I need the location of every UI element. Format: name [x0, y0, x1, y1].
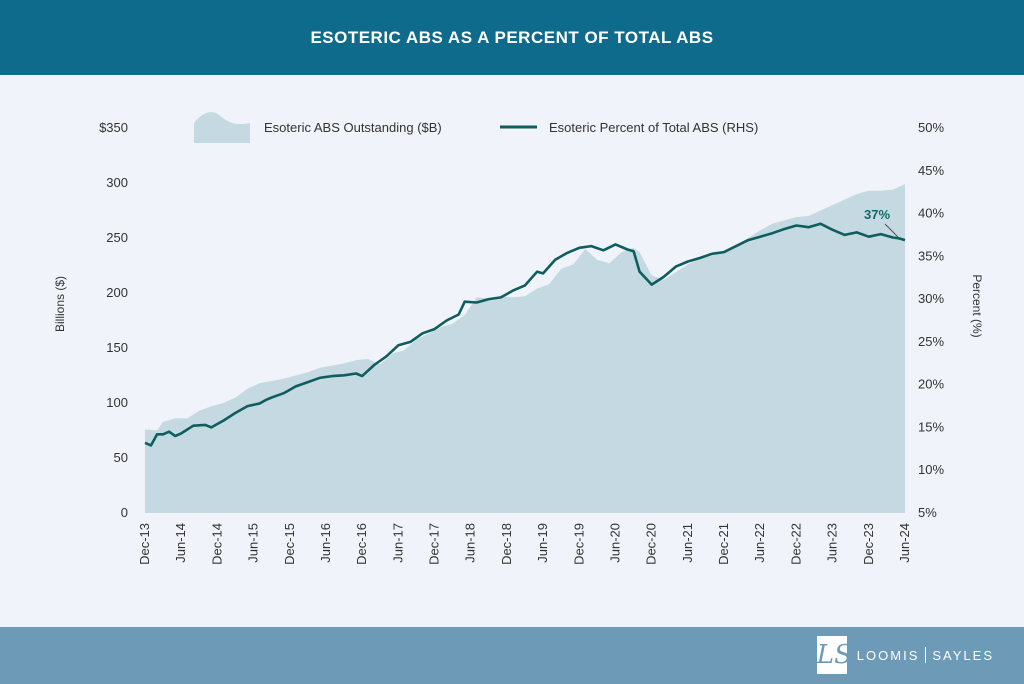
- y-tick-label: 250: [106, 230, 128, 245]
- y2-tick-label: 45%: [918, 163, 944, 178]
- footer: LS LOOMIS SAYLES: [0, 627, 1024, 684]
- legend-line-label: Esoteric Percent of Total ABS (RHS): [549, 120, 758, 135]
- x-tick-label: Jun-14: [173, 523, 188, 563]
- x-tick-label: Dec-21: [716, 523, 731, 565]
- y-tick-label: $350: [99, 120, 128, 135]
- line-series-esoteric-percent: [144, 222, 906, 447]
- x-tick-label: Dec-17: [427, 523, 442, 565]
- x-tick-label: Dec-18: [499, 523, 514, 565]
- y2-tick-label: 50%: [918, 120, 944, 135]
- x-tick-label: Jun-19: [535, 523, 550, 563]
- y2-tick-label: 25%: [918, 334, 944, 349]
- x-tick-label: Dec-20: [644, 523, 659, 565]
- y2-axis-title: Percent (%): [970, 274, 984, 337]
- y-tick-label: 0: [121, 505, 128, 520]
- y-tick-label: 50: [114, 450, 128, 465]
- x-tick-label: Jun-22: [752, 523, 767, 563]
- y-tick-label: 100: [106, 395, 128, 410]
- x-tick-label: Jun-21: [680, 523, 695, 563]
- y2-tick-label: 5%: [918, 505, 937, 520]
- annotation-37-percent: 37%: [864, 207, 890, 222]
- legend-area-label: Esoteric ABS Outstanding ($B): [264, 120, 442, 135]
- legend-area-swatch: [194, 112, 250, 143]
- y-tick-label: 150: [106, 340, 128, 355]
- annotation-leader-line: [884, 223, 899, 238]
- y2-tick-label: 15%: [918, 419, 944, 434]
- brand-left: LOOMIS: [856, 647, 920, 663]
- y2-tick-label: 40%: [918, 206, 944, 221]
- x-tick-label: Dec-15: [282, 523, 297, 565]
- y2-tick-label: 10%: [918, 462, 944, 477]
- x-tick-label: Jun-17: [390, 523, 405, 563]
- x-tick-label: Dec-19: [571, 523, 586, 565]
- chart-header: ESOTERIC ABS AS A PERCENT OF TOTAL ABS: [0, 0, 1024, 75]
- y-tick-label: 200: [106, 285, 128, 300]
- area-series-esoteric-outstanding: [145, 184, 905, 513]
- brand-divider: [925, 647, 927, 663]
- x-tick-label: Dec-16: [354, 523, 369, 565]
- y-tick-label: 300: [106, 175, 128, 190]
- x-tick-label: Dec-13: [137, 523, 152, 565]
- x-tick-label: Jun-20: [607, 523, 622, 563]
- x-tick-label: Jun-15: [246, 523, 261, 563]
- x-tick-label: Dec-22: [788, 523, 803, 565]
- x-tick-label: Dec-23: [861, 523, 876, 565]
- y-axis-title: Billions ($): [53, 276, 67, 332]
- x-tick-label: Jun-18: [463, 523, 478, 563]
- x-tick-label: Jun-24: [897, 523, 912, 563]
- y2-tick-label: 35%: [918, 248, 944, 263]
- loomis-sayles-logo: LS LOOMIS SAYLES: [816, 636, 994, 674]
- chart-title: ESOTERIC ABS AS A PERCENT OF TOTAL ABS: [310, 27, 714, 47]
- y2-tick-label: 20%: [918, 377, 944, 392]
- x-tick-label: Dec-14: [209, 523, 224, 565]
- chart: 0 50 100 150 200 250 300 $350 5% 10% 15% 20% 25% 30% 3…: [53, 112, 984, 565]
- brand-name: LOOMIS SAYLES: [857, 647, 994, 663]
- y2-tick-label: 30%: [918, 291, 944, 306]
- ls-logo-icon: LS: [816, 636, 852, 674]
- x-tick-label: Jun-23: [825, 523, 840, 563]
- brand-right: SAYLES: [932, 647, 994, 663]
- x-tick-label: Jun-16: [318, 523, 333, 563]
